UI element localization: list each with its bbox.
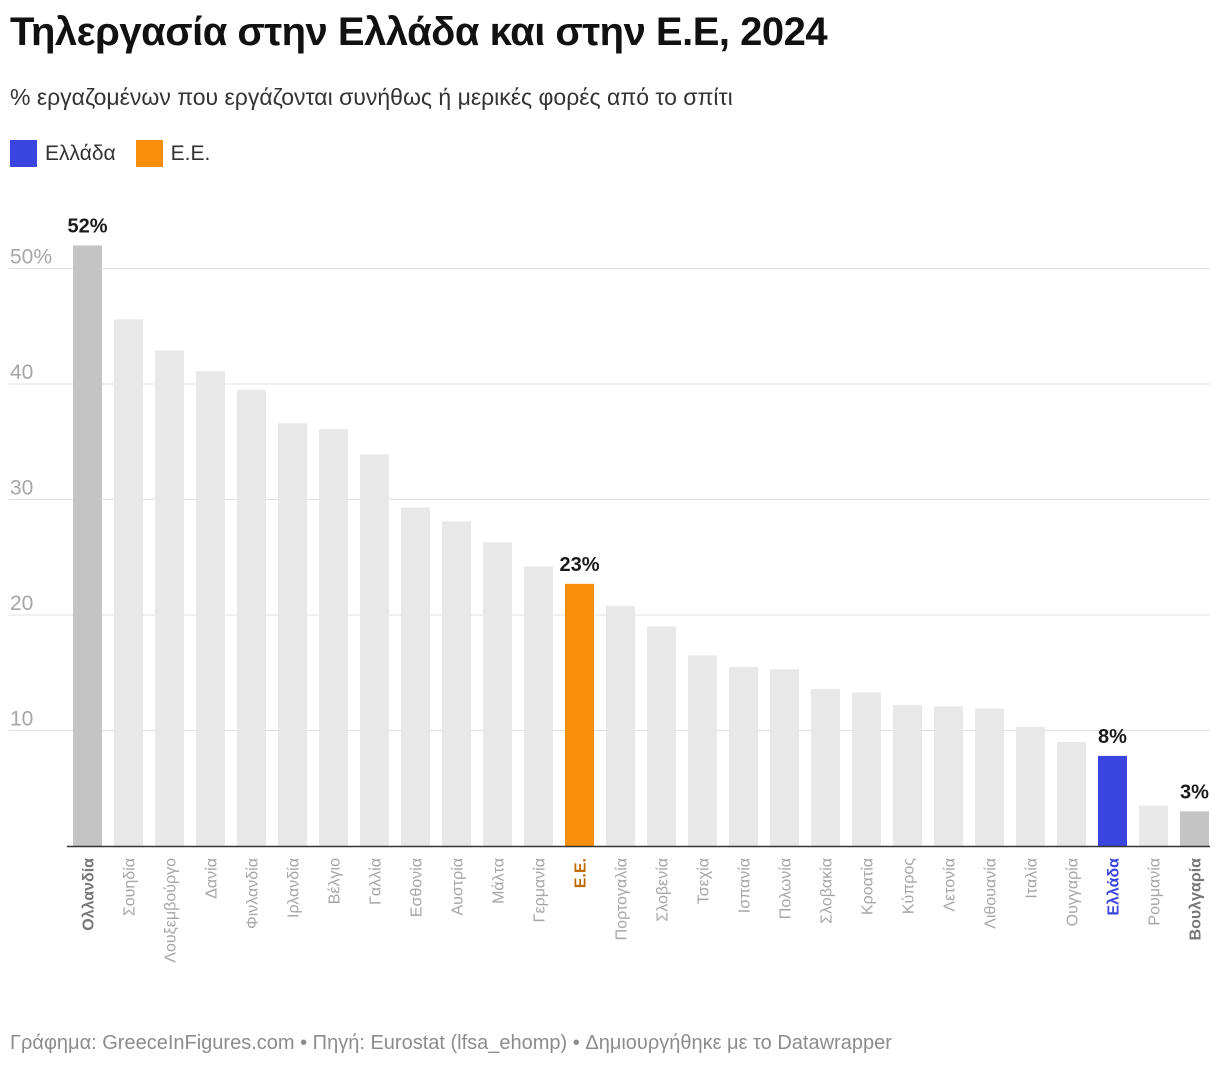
bar: [1098, 755, 1127, 846]
bar: [975, 708, 1004, 846]
legend-item-eu: Ε.Ε.: [135, 140, 211, 167]
y-tick-label: 50%: [10, 246, 52, 269]
legend-swatch-eu: [135, 140, 163, 167]
y-tick-label: 20: [10, 592, 33, 615]
x-tick-label: Σουηδία: [122, 858, 139, 916]
data-label: 8%: [1098, 726, 1127, 748]
bar: [852, 692, 881, 846]
legend: Ελλάδα Ε.Ε.: [10, 140, 230, 167]
x-tick-label: Γερμανία: [532, 858, 549, 922]
x-tick-label: Κύπρος: [901, 858, 918, 914]
bar: [114, 319, 143, 846]
legend-item-greece: Ελλάδα: [10, 140, 116, 167]
x-tick-label: Σλοβακία: [819, 858, 836, 924]
bar-chart: 10 20 30 40 50% Ολλανδία Σουηδία Λουξεμβούργο Δα…: [9, 215, 1210, 963]
bar: [73, 245, 102, 846]
x-tick-label: Βέλγιο: [327, 858, 344, 904]
y-tick-label: 30: [10, 477, 33, 500]
data-label: 23%: [559, 554, 599, 576]
bar: [483, 542, 512, 846]
bar: [934, 706, 963, 846]
x-tick-label: Ολλανδία: [81, 858, 98, 931]
data-label: 52%: [67, 215, 107, 237]
bar: [647, 626, 676, 846]
bar: [893, 705, 922, 846]
bar: [811, 688, 840, 846]
y-tick-label: 10: [10, 708, 33, 731]
bar: [770, 669, 799, 846]
x-tick-label: Πορτογαλία: [614, 858, 631, 940]
y-tick-label: 40: [10, 361, 33, 384]
x-tick-label: Αυστρία: [450, 858, 467, 916]
bar: [360, 454, 389, 846]
x-tick-label: Ισπανία: [737, 858, 754, 913]
x-tick-label: Ε.Ε.: [573, 858, 590, 888]
x-tick-label: Ρουμανία: [1147, 858, 1164, 926]
bar: [278, 423, 307, 846]
x-tick-label: Τσεχία: [696, 858, 713, 904]
bar: [319, 429, 348, 846]
bar: [606, 605, 635, 846]
x-tick-label: Ουγγαρία: [1065, 858, 1082, 926]
x-tick-label: Δανία: [204, 858, 221, 899]
data-label: 3%: [1180, 781, 1209, 803]
x-tick-label: Λετονία: [942, 858, 959, 912]
x-tick-label: Φινλανδία: [245, 858, 262, 929]
bar: [565, 583, 594, 846]
bar: [155, 350, 184, 846]
x-tick-label: Λιθουανία: [983, 858, 1000, 929]
bar: [1180, 811, 1209, 846]
bar: [524, 566, 553, 846]
bar: [1016, 727, 1045, 846]
bar: [1139, 805, 1168, 846]
footer-credits: Γράφημα: GreeceInFigures.com • Πηγή: Eur…: [10, 1032, 892, 1054]
x-tick-label: Κροατία: [860, 858, 877, 915]
bar: [401, 507, 430, 846]
legend-swatch-greece: [10, 140, 37, 167]
legend-label-greece: Ελλάδα: [45, 141, 116, 165]
x-tick-label: Σλοβενία: [655, 858, 672, 922]
bar: [237, 389, 266, 846]
bar: [688, 655, 717, 846]
x-tick-label: Γαλλία: [368, 858, 385, 905]
x-tick-label: Μάλτα: [491, 858, 508, 904]
chart-subtitle: % εργαζομένων που εργάζονται συνήθως ή μ…: [10, 84, 733, 110]
x-tick-label: Εσθονία: [409, 858, 426, 917]
chart-title: Τηλεργασία στην Ελλάδα και στην Ε.Ε, 202…: [10, 10, 828, 54]
x-tick-label: Ελλάδα: [1106, 858, 1123, 916]
x-tick-label: Πολωνία: [778, 858, 795, 919]
x-tick-label: Λουξεμβούργο: [163, 858, 180, 963]
bar: [1057, 742, 1086, 846]
bar: [729, 666, 758, 846]
x-tick-label: Ιταλία: [1024, 858, 1041, 899]
x-tick-label: Ιρλανδία: [286, 858, 303, 918]
legend-label-eu: Ε.Ε.: [170, 141, 211, 165]
bar: [442, 521, 471, 846]
bar: [196, 371, 225, 846]
x-tick-label: Βουλγαρία: [1188, 858, 1205, 941]
